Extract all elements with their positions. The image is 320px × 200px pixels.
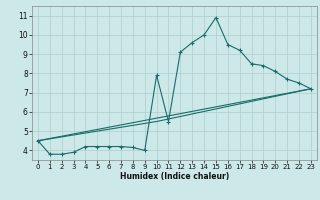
X-axis label: Humidex (Indice chaleur): Humidex (Indice chaleur)	[120, 172, 229, 181]
